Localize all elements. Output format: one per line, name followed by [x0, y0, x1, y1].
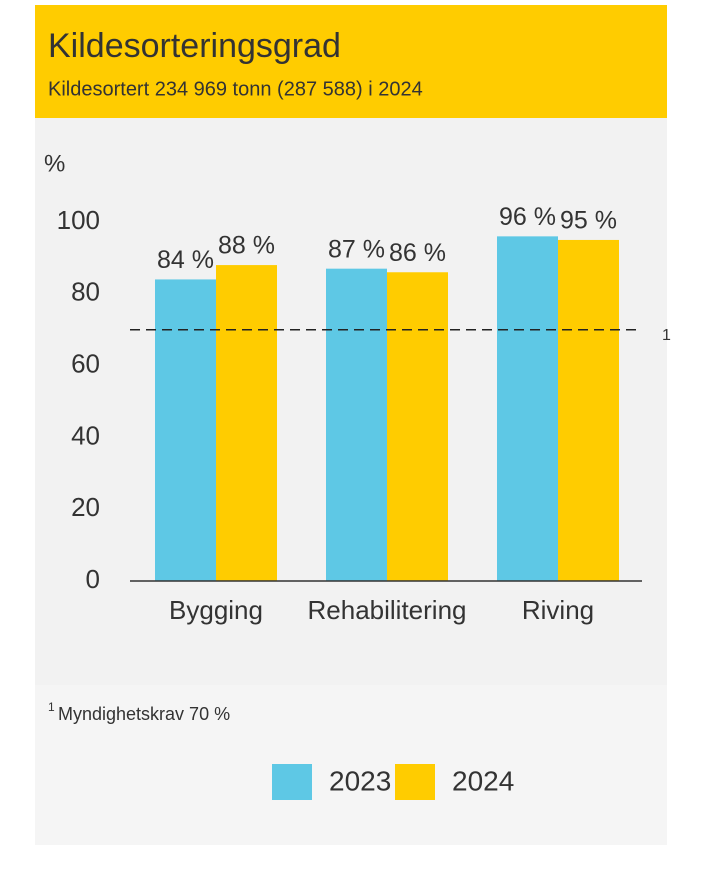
bar [155, 279, 216, 581]
value-label: 96 % [499, 203, 556, 231]
legend-label: 2023 [329, 765, 391, 796]
chart-subtitle: Kildesortert 234 969 tonn (287 588) i 20… [48, 78, 423, 100]
y-tick-label: 60 [71, 348, 100, 378]
y-tick-label: 80 [71, 277, 100, 307]
value-label: 87 % [328, 235, 385, 263]
bar [216, 265, 277, 581]
bar [558, 239, 619, 581]
x-tick-label: Rehabilitering [308, 595, 467, 625]
header-band [35, 5, 667, 118]
value-label: 86 % [389, 239, 446, 267]
legend-swatch [395, 764, 435, 800]
bar [387, 272, 448, 581]
legend-label: 2024 [452, 765, 514, 796]
y-axis-label: % [44, 150, 65, 177]
x-tick-label: Riving [522, 595, 594, 625]
reference-line-label: 1 [662, 327, 671, 344]
footnote-marker: 1 [48, 700, 55, 714]
bar [497, 236, 558, 582]
chart-title: Kildesorteringsgrad [48, 27, 341, 65]
value-label: 88 % [218, 232, 275, 260]
y-tick-label: 20 [71, 492, 100, 522]
value-label: 95 % [560, 207, 617, 235]
legend-panel [35, 685, 667, 845]
value-label: 84 % [157, 246, 214, 274]
y-tick-label: 40 [71, 420, 100, 450]
legend-swatch [272, 764, 312, 800]
footnote: Myndighetskrav 70 % [58, 704, 230, 724]
y-tick-label: 0 [86, 564, 100, 594]
x-tick-label: Bygging [169, 595, 263, 625]
bar [326, 268, 387, 581]
y-tick-label: 100 [57, 205, 100, 235]
